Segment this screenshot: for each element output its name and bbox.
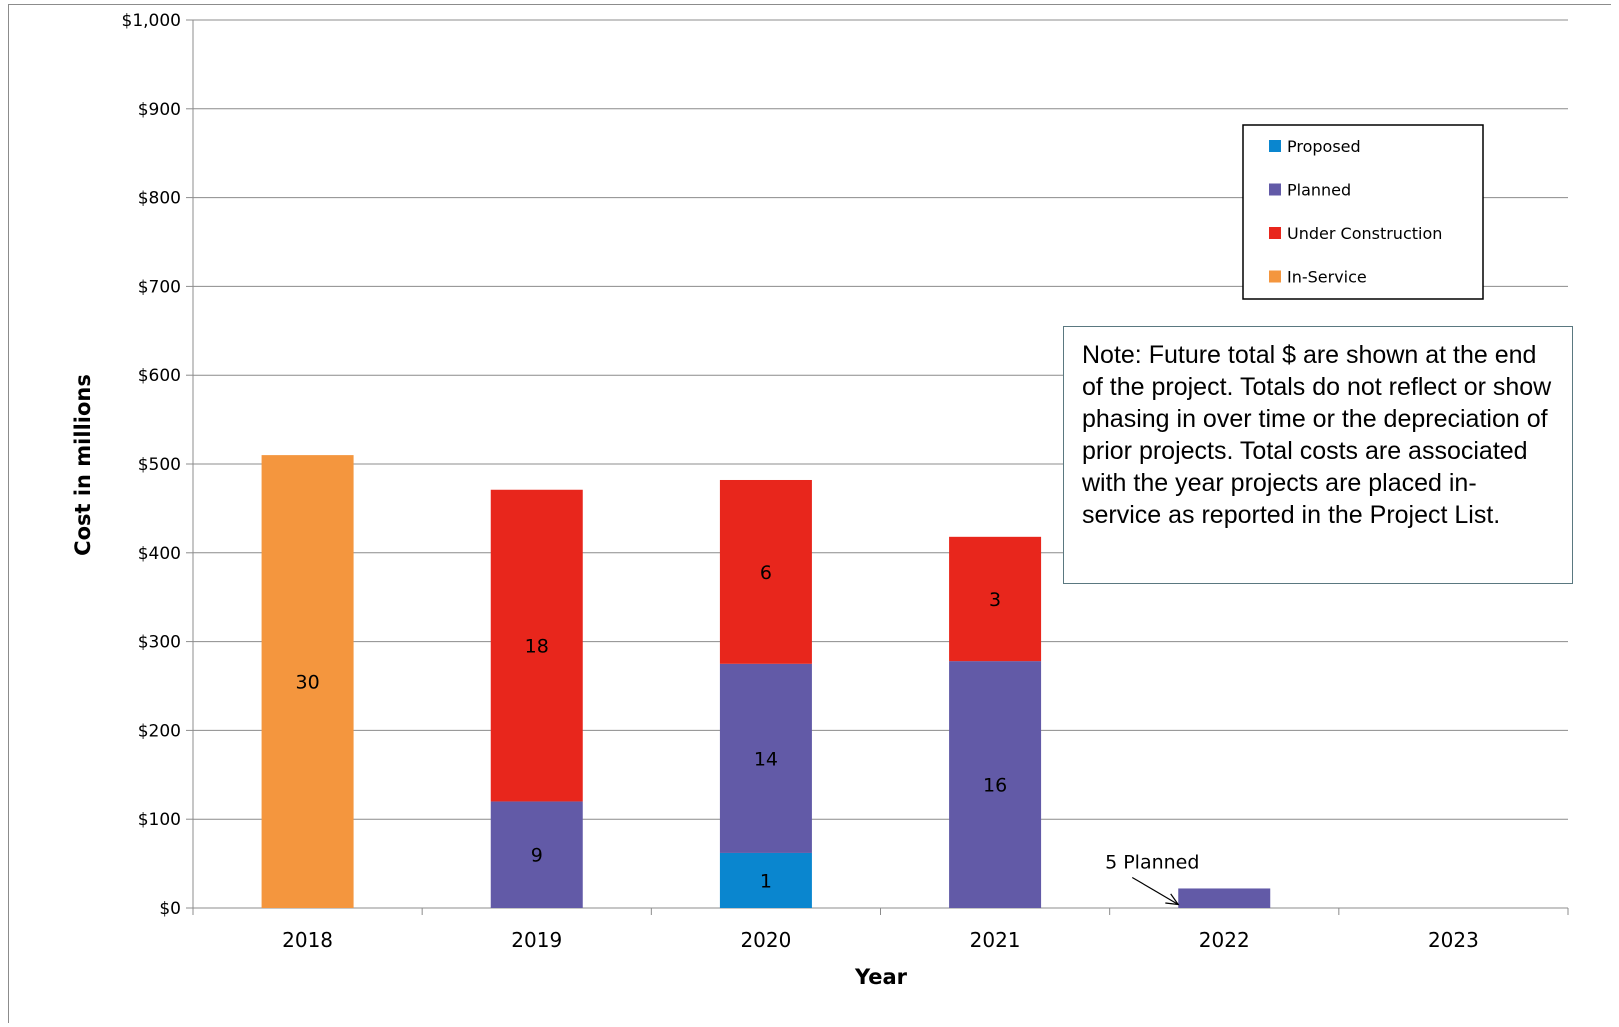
y-tick-label: $100 (138, 810, 181, 830)
bars (261, 455, 1271, 908)
bar-label-under-construction: 6 (760, 562, 772, 584)
annotation-label: 5 Planned (1105, 851, 1199, 873)
x-tick-label: 2019 (511, 928, 562, 952)
annotation-arrowhead (1165, 893, 1180, 906)
x-tick-label: 2020 (740, 928, 791, 952)
y-tick-label: $900 (138, 100, 181, 120)
bar-in-service (261, 455, 354, 908)
bar-under-construction (719, 479, 812, 664)
annotation: 5 Planned (1105, 851, 1199, 906)
x-tick-label: 2021 (970, 928, 1021, 952)
legend-label-planned: Planned (1287, 181, 1351, 200)
y-tick-label: $800 (138, 189, 181, 209)
bar-under-construction (490, 489, 583, 802)
bar-planned (490, 801, 583, 908)
x-tick-label: 2022 (1199, 928, 1250, 952)
bar-label-planned: 14 (754, 748, 778, 770)
y-tick-label: $700 (138, 277, 181, 297)
bar-label-under-construction: 3 (989, 589, 1001, 611)
y-tick-labels: $0 $100 $200 $300 $400 $500 $600 $700 $800 $900 $1… (122, 11, 181, 919)
bar-proposed (719, 852, 812, 908)
bar-label-in-service: 30 (295, 672, 319, 694)
legend-label-under-construction: Under Construction (1287, 224, 1442, 243)
legend-label-in-service: In-Service (1287, 268, 1367, 287)
x-tick-label: 2023 (1428, 928, 1479, 952)
bar-label-planned: 16 (983, 775, 1007, 797)
y-tick-label: $500 (138, 455, 181, 475)
bar-planned (1178, 888, 1271, 908)
bar-planned (949, 661, 1042, 908)
y-tick-label: $400 (138, 544, 181, 564)
bar-labels: 1 9 14 16 18 6 3 30 (295, 562, 1007, 893)
chart-frame (8, 4, 1611, 1023)
bar-label-under-construction: 18 (525, 636, 549, 658)
legend-swatch-planned (1269, 183, 1281, 196)
y-tick-label: $200 (138, 721, 181, 741)
x-tick-labels: 2018 2019 2020 2021 2022 2023 (282, 928, 1479, 952)
bar-planned (719, 663, 812, 853)
y-tick-label: $0 (159, 899, 181, 919)
bar-label-proposed: 1 (760, 870, 772, 892)
annotation-arrow (1131, 876, 1179, 905)
bar-under-construction (949, 536, 1042, 662)
y-axis-title: Cost in millions (71, 374, 95, 556)
y-tick-label: $600 (138, 366, 181, 386)
axes (186, 19, 1569, 915)
x-axis-title: Year (854, 965, 908, 989)
legend-label-proposed: Proposed (1287, 137, 1361, 156)
legend-box (1242, 124, 1484, 300)
legend-swatch-in-service (1269, 270, 1281, 283)
x-tick-label: 2018 (282, 928, 333, 952)
y-tick-label: $300 (138, 633, 181, 653)
legend-swatch-under-construction (1269, 227, 1281, 239)
note-textbox: Note: Future total $ are shown at the en… (1063, 326, 1573, 584)
bar-label-planned: 9 (531, 845, 543, 867)
y-tick-label: $1,000 (122, 11, 181, 31)
legend: Proposed Planned Under Construction In-Serv… (1242, 124, 1484, 300)
legend-swatch-proposed (1269, 140, 1281, 152)
